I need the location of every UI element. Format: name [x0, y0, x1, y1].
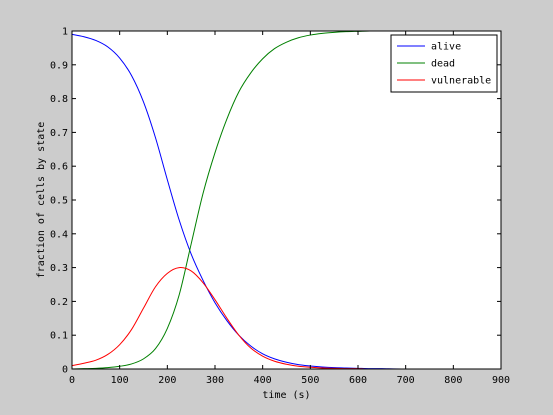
x-tick-label: 900 [492, 375, 510, 386]
x-tick-label: 800 [444, 375, 462, 386]
x-tick-label: 200 [158, 375, 176, 386]
y-tick-label: 0.1 [50, 331, 68, 342]
y-axis-label: fraction of cells by state [36, 122, 47, 279]
tick-layer: 0 100 200 300 400 500 600 700 800 900 0 0.1 0.2 0.3 0.… [50, 27, 510, 387]
x-tick-label: 400 [254, 375, 272, 386]
y-tick-label: 0.2 [50, 297, 68, 308]
x-tick-label: 500 [301, 375, 319, 386]
y-tick-label: 0.8 [50, 94, 68, 105]
y-tick-label: 0.7 [50, 128, 68, 139]
x-tick-label: 600 [349, 375, 367, 386]
y-tick-label: 0.9 [50, 60, 68, 71]
y-tick-label: 0 [62, 365, 68, 376]
legend-label-alive: alive [431, 42, 461, 53]
x-tick-label: 700 [397, 375, 415, 386]
y-tick-label: 0.4 [50, 229, 68, 240]
x-tick-label: 300 [206, 375, 224, 386]
x-tick-label: 100 [111, 375, 129, 386]
y-tick-label: 0.6 [50, 162, 68, 173]
y-tick-label: 1 [62, 27, 68, 38]
y-tick-label: 0.3 [50, 263, 68, 274]
legend-label-vulnerable: vulnerable [431, 76, 491, 87]
y-tick-label: 0.5 [50, 196, 68, 207]
legend: alive dead vulnerable [390, 34, 498, 93]
legend-label-dead: dead [431, 59, 455, 70]
x-tick-label: 0 [69, 375, 75, 386]
x-axis-label: time (s) [262, 390, 310, 401]
